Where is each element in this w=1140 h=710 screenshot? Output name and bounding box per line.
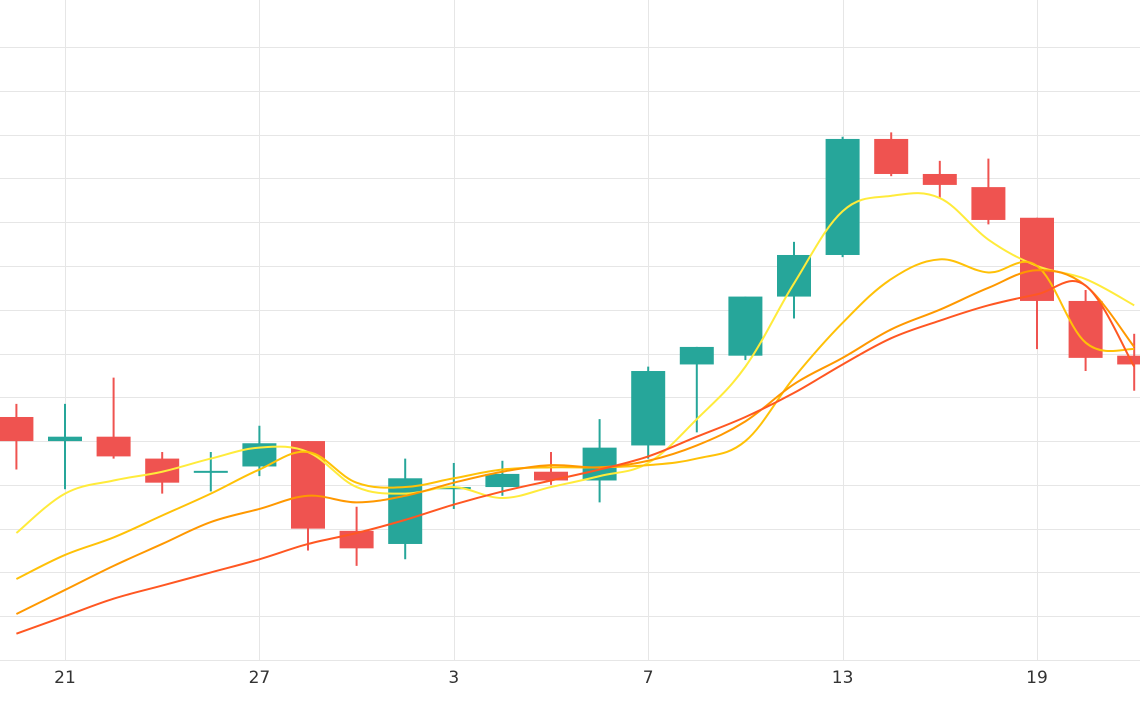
x-tick-label: 3 [448,668,459,688]
candle-body-down [1020,217,1054,301]
candle-body-down [971,187,1006,220]
x-tick-label: 19 [1026,668,1048,688]
candle-body-up [631,371,666,446]
candle-body-up [436,487,471,490]
candle-body-up [728,296,763,356]
horizontal-gridlines [0,47,1140,661]
candle-body-down [291,441,325,529]
moving-average-line-3 [15,269,1135,615]
candle-body-down [534,471,568,481]
candle-body-down [874,138,909,174]
candle-body-down [0,416,34,442]
moving-average-line-1 [15,192,1135,534]
candle-wicks [15,132,1136,566]
candle-body-down [96,436,131,457]
candle-body-up [193,470,228,473]
candle-body-down [1117,355,1140,365]
candle-body-up [582,447,617,481]
x-tick-label: 7 [643,668,654,688]
moving-average-lines [15,192,1136,635]
candle-body-up [388,478,423,544]
candle-body-down [922,173,957,185]
moving-average-line-2 [15,258,1135,580]
candle-body-up [485,473,520,488]
candle-body-up [825,138,860,255]
candle-body-up [679,346,714,365]
x-tick-label: 13 [832,668,854,688]
candle-body-up [777,254,811,297]
x-tick-label: 27 [249,668,271,688]
moving-average-line-4 [16,280,1136,635]
candle-body-up [48,436,82,442]
candle-bodies [0,138,1140,549]
x-axis-tick-labels: 21 27 3 7 13 19 [54,668,1048,688]
candle-body-down [145,458,180,483]
x-tick-label: 21 [54,668,76,688]
